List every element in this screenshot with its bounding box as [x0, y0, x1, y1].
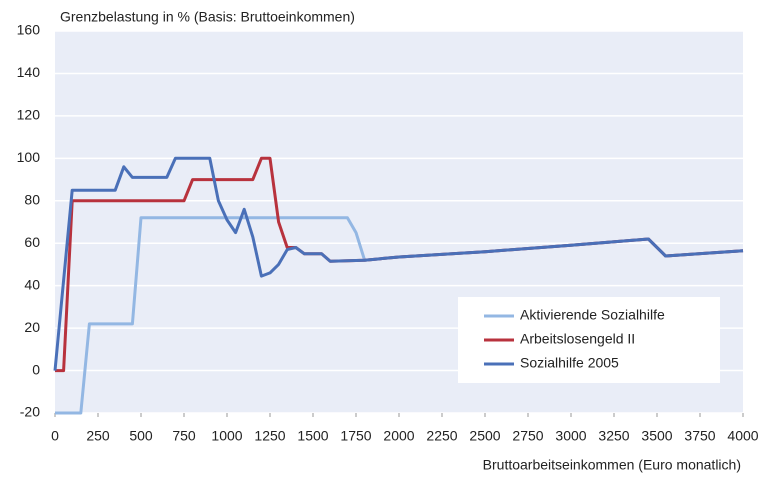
- x-tick-label: 2500: [469, 428, 500, 444]
- y-tick-label: 100: [17, 149, 41, 165]
- y-tick-label: -20: [20, 404, 40, 420]
- x-tick-label: 500: [129, 428, 153, 444]
- x-tick-label: 1000: [211, 428, 242, 444]
- y-tick-label: 60: [24, 234, 40, 250]
- y-tick-label: 0: [32, 361, 40, 377]
- x-tick-label: 2750: [512, 428, 543, 444]
- x-tick-label: 3000: [555, 428, 586, 444]
- y-tick-label: 20: [24, 319, 40, 335]
- x-tick-label: 2000: [383, 428, 414, 444]
- x-tick-label: 0: [51, 428, 59, 444]
- chart-title: Grenzbelastung in % (Basis: Bruttoeinkom…: [60, 9, 355, 25]
- y-tick-label: 40: [24, 276, 40, 292]
- y-tick-label: 120: [17, 107, 41, 123]
- x-tick-label: 3500: [641, 428, 672, 444]
- x-axis-label: Bruttoarbeitseinkommen (Euro monatlich): [483, 457, 741, 473]
- y-tick-label: 160: [17, 22, 41, 38]
- x-tick-label: 250: [86, 428, 110, 444]
- x-tick-label: 1500: [297, 428, 328, 444]
- y-tick-label: 80: [24, 191, 40, 207]
- x-tick-label: 1750: [340, 428, 371, 444]
- x-tick-label: 1250: [254, 428, 285, 444]
- legend-label: Sozialhilfe 2005: [520, 355, 619, 371]
- legend-label: Aktivierende Sozialhilfe: [520, 307, 665, 323]
- series-line: [53, 156, 744, 371]
- x-tick-label: 2250: [426, 428, 457, 444]
- legend-label: Arbeitslosengeld II: [520, 331, 635, 347]
- x-tick-label: 3250: [598, 428, 629, 444]
- x-tick-label: 3750: [684, 428, 715, 444]
- x-tick-label: 4000: [727, 428, 758, 444]
- y-tick-label: 140: [17, 64, 41, 80]
- x-tick-label: 750: [172, 428, 196, 444]
